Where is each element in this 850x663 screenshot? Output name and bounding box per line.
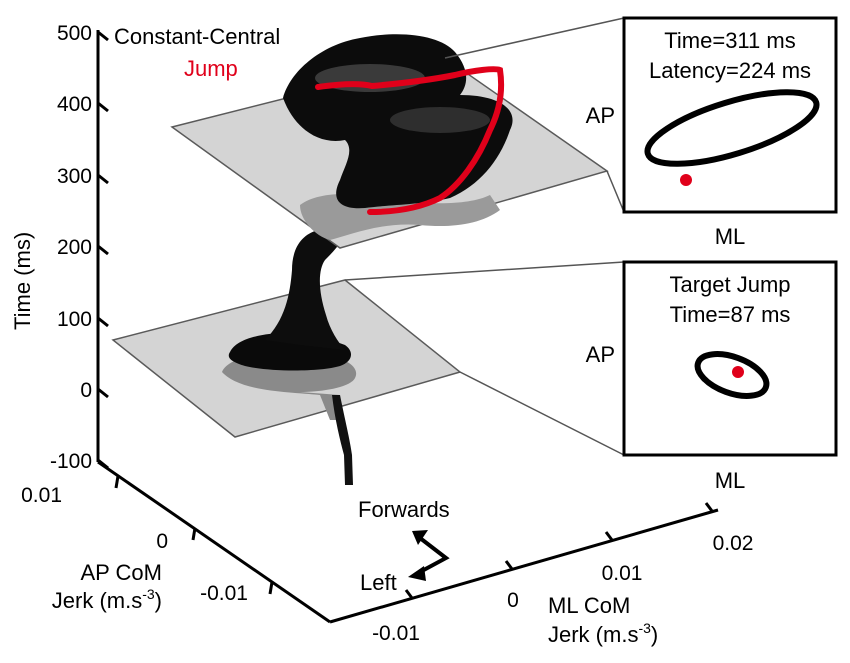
left-arrowhead-icon bbox=[408, 566, 426, 581]
upper-blob-highlight-2 bbox=[390, 107, 490, 133]
inset-lower-line1: Target Jump bbox=[669, 272, 790, 297]
leader-lower-2 bbox=[459, 371, 625, 456]
time-tick-label: 100 bbox=[57, 308, 92, 331]
ml-axis-label-sup: -3 bbox=[638, 620, 651, 636]
time-tick-label: 300 bbox=[57, 165, 92, 188]
ap-axis-label-line1: AP CoM bbox=[80, 560, 162, 585]
inset-upper-point bbox=[680, 174, 692, 186]
left-label: Left bbox=[360, 570, 397, 595]
inset-lower-point bbox=[732, 366, 744, 378]
ap-axis-label-line2: Jerk (m.s-3) bbox=[52, 586, 162, 613]
forwards-label: Forwards bbox=[358, 497, 450, 522]
ap-axis-label-sup: -3 bbox=[142, 586, 155, 602]
forwards-arrowhead-icon bbox=[412, 530, 428, 545]
legend-jump: Jump bbox=[184, 56, 238, 81]
stalk-mid bbox=[265, 210, 350, 350]
ap-tick-label: -0.01 bbox=[200, 582, 248, 605]
inset-upper-frame bbox=[622, 16, 838, 214]
ml-axis-ticks bbox=[404, 502, 714, 599]
inset-lower-line2: Time=87 ms bbox=[670, 302, 791, 327]
ml-axis-line bbox=[329, 508, 719, 624]
leader-upper-2 bbox=[606, 170, 625, 213]
leader-lower-1 bbox=[344, 261, 625, 281]
stalk-bottom bbox=[332, 395, 353, 485]
inset-upper-ellipse bbox=[644, 89, 820, 167]
jump-trajectory bbox=[315, 66, 505, 215]
ml-tick-label: 0 bbox=[507, 589, 519, 612]
time-tick-label: 200 bbox=[57, 236, 92, 259]
inset-lower-ylabel: AP bbox=[586, 342, 615, 367]
legend-constant-central: Constant-Central bbox=[114, 24, 280, 49]
time-axis-label: Time (ms) bbox=[10, 232, 35, 330]
time-tick-label: 500 bbox=[57, 22, 92, 45]
direction-arrows bbox=[418, 536, 450, 574]
ml-tick-label: -0.01 bbox=[372, 622, 420, 645]
ml-tick-label: 0.02 bbox=[713, 532, 754, 555]
ml-axis-label-line2: Jerk (m.s-3) bbox=[548, 620, 658, 647]
ap-axis-label-end: ) bbox=[155, 588, 162, 613]
time-tick-label: 0 bbox=[80, 379, 92, 402]
ml-axis-label-line1: ML CoM bbox=[548, 593, 630, 618]
direction-indicator: Forwards Left bbox=[358, 497, 450, 595]
ap-axis-label-text: Jerk (m.s bbox=[52, 588, 142, 613]
ap-axis-line bbox=[97, 460, 331, 624]
inset-upper-xlabel: ML bbox=[715, 224, 746, 249]
ml-tick-label: 0.01 bbox=[602, 562, 643, 585]
inset-upper-line2: Latency=224 ms bbox=[649, 58, 811, 83]
inset-upper-line1: Time=311 ms bbox=[664, 28, 795, 53]
ap-axis-ticks bbox=[114, 475, 274, 595]
ap-tick-label: 0 bbox=[156, 530, 168, 553]
time-tick-label: 400 bbox=[57, 93, 92, 116]
inset-lower-ellipse bbox=[694, 351, 770, 399]
time-tick-labels: 500 400 300 200 100 0 -100 bbox=[50, 22, 92, 473]
ml-axis-label-end: ) bbox=[651, 622, 658, 647]
leader-upper-1 bbox=[444, 17, 625, 59]
time-tick-label: -100 bbox=[50, 450, 92, 473]
inset-lower-xlabel: ML bbox=[715, 468, 746, 493]
inset-upper-ylabel: AP bbox=[586, 103, 615, 128]
inset-upper: Time=311 ms Latency=224 ms AP ML bbox=[586, 16, 838, 249]
ap-tick-label: 0.01 bbox=[21, 484, 62, 507]
inset-lower: Target Jump Time=87 ms AP ML bbox=[586, 260, 838, 493]
ml-axis-label-text: Jerk (m.s bbox=[548, 622, 638, 647]
